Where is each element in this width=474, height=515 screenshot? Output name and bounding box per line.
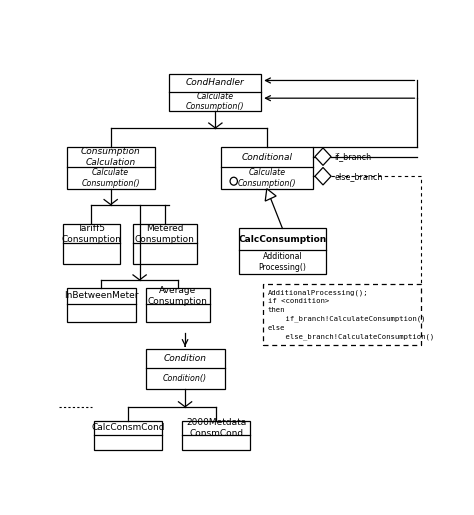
- Text: else_branch: else_branch: [334, 171, 383, 181]
- Text: Condition(): Condition(): [163, 374, 207, 383]
- Text: CondHandler: CondHandler: [186, 78, 245, 87]
- Text: CalcConsumption: CalcConsumption: [238, 235, 327, 244]
- Text: CalcConsmCond: CalcConsmCond: [91, 423, 165, 432]
- Bar: [182, 421, 250, 451]
- Bar: [63, 225, 120, 264]
- Text: Calculate
Consumption(): Calculate Consumption(): [237, 168, 296, 187]
- Bar: [169, 74, 261, 111]
- Text: else_branch!CalculateConsumption(): else_branch!CalculateConsumption(): [267, 333, 434, 340]
- Polygon shape: [315, 148, 331, 165]
- Text: 2000Metdata
ConsmCond: 2000Metdata ConsmCond: [186, 418, 246, 438]
- Bar: [146, 288, 210, 321]
- Polygon shape: [315, 167, 331, 185]
- Text: if <condition>: if <condition>: [267, 298, 329, 304]
- Text: Calculate
Consumption(): Calculate Consumption(): [186, 92, 245, 111]
- Bar: [146, 349, 225, 389]
- Bar: [263, 284, 421, 346]
- Text: then: then: [267, 307, 285, 313]
- Text: Metered
Consumption: Metered Consumption: [135, 224, 195, 244]
- Text: Condition: Condition: [164, 354, 207, 363]
- Text: Consumption
Calculation: Consumption Calculation: [81, 147, 141, 167]
- Bar: [133, 225, 197, 264]
- Text: Average
Consumption: Average Consumption: [148, 286, 208, 305]
- Bar: [94, 421, 162, 451]
- Text: if_branch: if_branch: [334, 152, 371, 161]
- Text: Calculate
Consumption(): Calculate Consumption(): [82, 168, 140, 187]
- Text: Conditional: Conditional: [241, 152, 292, 162]
- Text: Tariff5
Consumption: Tariff5 Consumption: [62, 224, 121, 244]
- Bar: [66, 288, 137, 321]
- Text: else: else: [267, 325, 285, 331]
- Text: Additional
Processing(): Additional Processing(): [258, 252, 306, 272]
- Bar: [239, 228, 326, 274]
- Bar: [221, 147, 313, 188]
- Text: if_branch!CalculateConsumption(): if_branch!CalculateConsumption(): [267, 316, 425, 322]
- Text: InBetweenMeter: InBetweenMeter: [64, 291, 139, 300]
- Bar: [66, 147, 155, 188]
- Text: AdditionalProcessing();: AdditionalProcessing();: [267, 289, 368, 296]
- Polygon shape: [265, 188, 276, 201]
